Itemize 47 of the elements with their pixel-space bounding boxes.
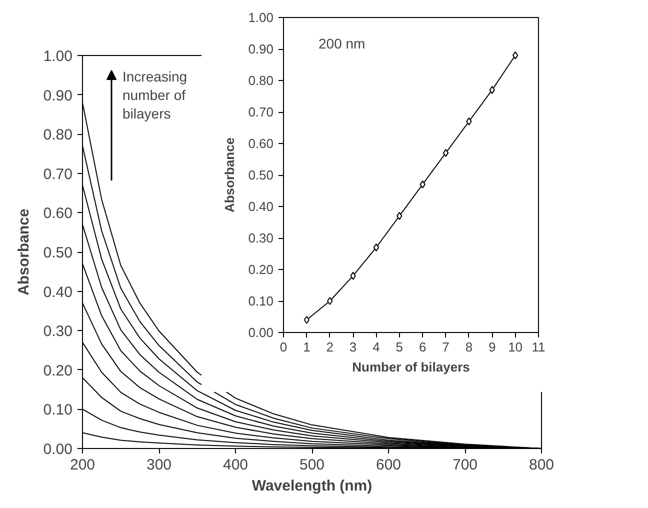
y-tick-label: 0.50: [248, 168, 274, 182]
x-tick-label: 11: [532, 340, 546, 354]
x-tick-label: 400: [222, 456, 248, 474]
y-tick-label: 0.20: [248, 262, 274, 277]
x-tick-label: 2: [326, 340, 334, 354]
y-tick-label: 0.10: [43, 402, 73, 419]
y-tick-label: 0.80: [43, 126, 73, 144]
y-tick-label: 0.50: [43, 244, 73, 262]
x-tick-label: 500: [299, 456, 325, 474]
x-axis-title: Wavelength (nm): [252, 478, 372, 494]
y-tick-label: 0.40: [43, 284, 73, 301]
x-tick-label: 3: [349, 340, 357, 354]
x-tick-label: 4: [372, 340, 380, 354]
x-tick-label: 6: [418, 340, 426, 354]
y-tick-label: 0.70: [248, 104, 274, 120]
y-tick-label: 0.20: [43, 362, 73, 380]
x-tick-label: 300: [146, 456, 172, 474]
y-tick-label: 0.30: [248, 230, 274, 246]
y-tick-label: 0.90: [43, 87, 73, 104]
x-tick-label: 7: [442, 340, 450, 354]
x-tick-label: 8: [465, 340, 473, 354]
y-tick-label: 0.00: [43, 441, 73, 458]
x-tick-label: 9: [488, 340, 496, 354]
x-tick-label: 700: [452, 456, 478, 474]
y-tick-label: 1.00: [43, 48, 73, 65]
annotation: 200 nm: [318, 36, 366, 52]
y-axis-title: Absorbance: [15, 208, 32, 296]
x-tick-label: 200: [70, 456, 96, 474]
y-axis-title: Absorbance: [222, 137, 238, 213]
y-tick-label: 0.40: [248, 199, 274, 214]
y-tick-label: 0.30: [43, 323, 73, 340]
x-axis-title: Number of bilayers: [352, 360, 470, 374]
x-tick-label: 5: [396, 340, 404, 354]
x-tick-label: 1: [303, 340, 310, 354]
x-tick-label: 10: [508, 340, 523, 354]
x-tick-label: 600: [376, 456, 402, 474]
y-tick-label: 0.90: [248, 42, 274, 56]
x-tick-label: 800: [528, 456, 554, 474]
y-tick-label: 0.80: [248, 73, 274, 88]
y-tick-label: 0.60: [43, 205, 73, 222]
y-tick-label: 0.70: [43, 166, 73, 183]
y-tick-label: 0.60: [248, 136, 274, 151]
y-tick-label: 0.10: [248, 294, 274, 308]
y-tick-label: 0.00: [248, 325, 274, 340]
x-tick-label: 0: [280, 340, 288, 354]
annotation: Increasing number of bilayers: [122, 68, 188, 122]
y-tick-label: 1.00: [248, 10, 274, 25]
